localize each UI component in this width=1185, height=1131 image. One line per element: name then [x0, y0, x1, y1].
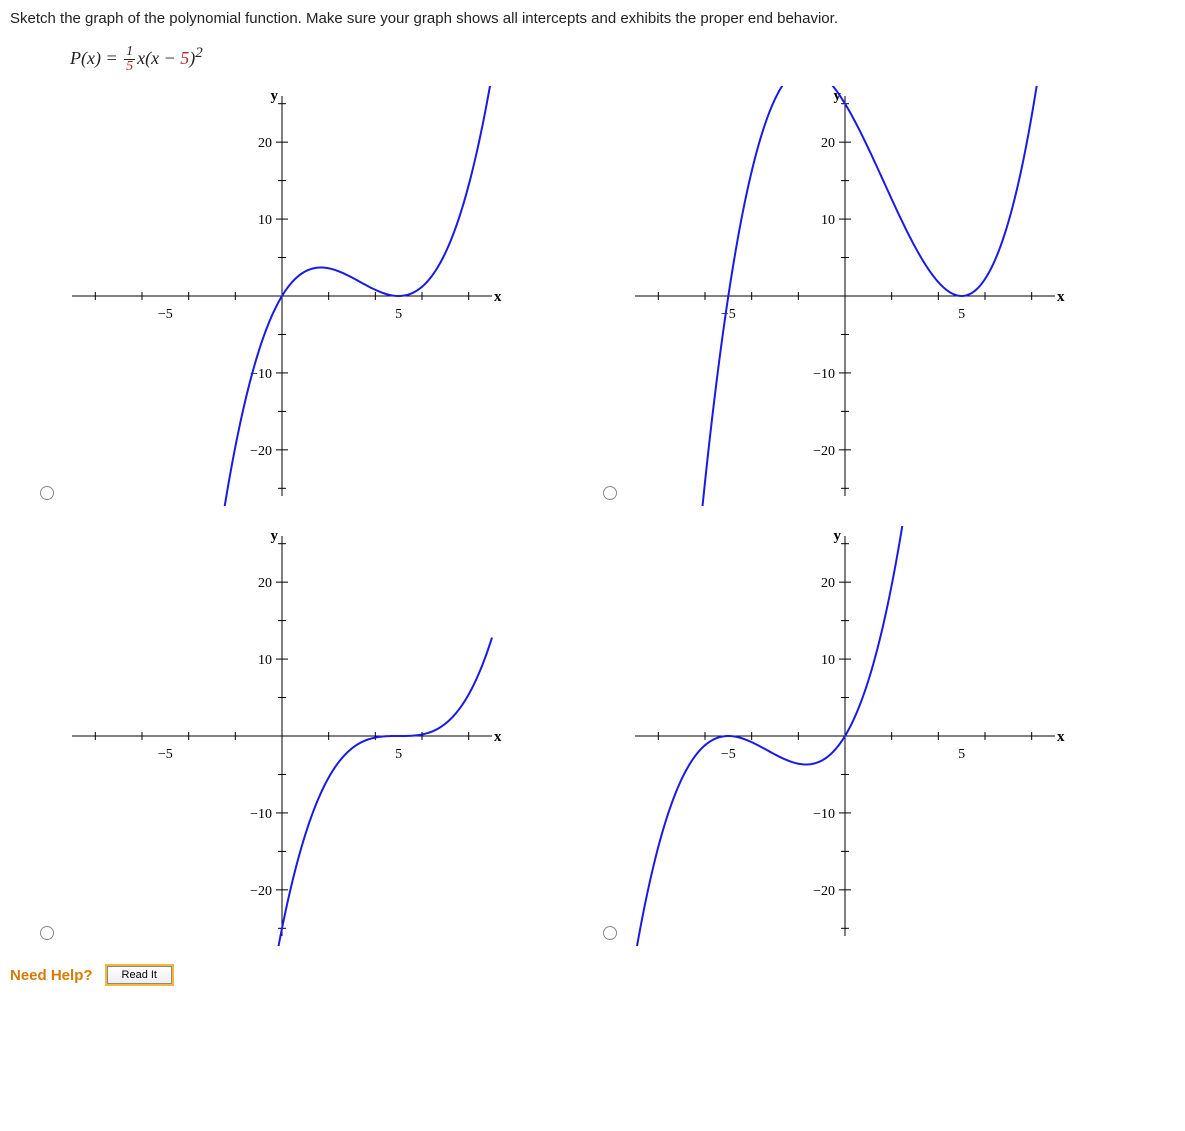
svg-text:x: x [1057, 729, 1065, 745]
svg-text:20: 20 [258, 577, 272, 592]
radio-option-2[interactable] [603, 486, 617, 500]
svg-text:y: y [271, 528, 279, 544]
read-it-button[interactable]: Read It [107, 966, 172, 984]
svg-text:5: 5 [958, 747, 965, 762]
eq-red-const: 5 [180, 48, 189, 68]
answer-options-grid: −5 5 −20 −10 10 20 x y −5 5 −20 −10 10 20 x y −5 5 −20 −1… [40, 86, 1145, 946]
need-help-label: Need Help? [10, 967, 93, 984]
svg-text:−10: −10 [813, 807, 835, 822]
svg-text:−20: −20 [813, 884, 835, 899]
svg-text:−20: −20 [813, 444, 835, 459]
option-3: −5 5 −20 −10 10 20 x y [40, 526, 583, 946]
svg-text:x: x [1057, 289, 1065, 305]
svg-text:−20: −20 [250, 884, 272, 899]
radio-option-1[interactable] [40, 486, 54, 500]
svg-text:5: 5 [958, 307, 965, 322]
svg-text:20: 20 [821, 137, 835, 152]
chart-4: −5 5 −20 −10 10 20 x y [625, 526, 1146, 946]
svg-text:20: 20 [821, 577, 835, 592]
eq-rhs1: x(x − [137, 48, 180, 68]
option-1: −55−20−101020xy [40, 86, 583, 506]
chart-1: −55−20−101020xy [62, 86, 583, 506]
svg-text:−5: −5 [158, 747, 173, 762]
need-help-row: Need Help? Read It [10, 966, 1175, 984]
svg-text:10: 10 [258, 653, 272, 668]
radio-option-4[interactable] [603, 926, 617, 940]
question-prompt: Sketch the graph of the polynomial funct… [10, 10, 1175, 27]
svg-text:x: x [494, 729, 502, 745]
svg-text:y: y [271, 88, 279, 104]
svg-text:y: y [833, 528, 841, 544]
svg-text:−5: −5 [720, 747, 735, 762]
option-2: −55−20−101020xy [603, 86, 1146, 506]
polynomial-equation: P(x) = 15x(x − 5)2 [70, 45, 1175, 74]
svg-text:−5: −5 [158, 307, 173, 322]
svg-text:10: 10 [821, 213, 835, 228]
svg-text:20: 20 [258, 137, 272, 152]
svg-text:−10: −10 [250, 807, 272, 822]
svg-text:−10: −10 [813, 367, 835, 382]
eq-superscript: 2 [195, 45, 203, 61]
svg-text:x: x [494, 289, 502, 305]
option-4: −5 5 −20 −10 10 20 x y [603, 526, 1146, 946]
eq-denominator: 5 [124, 60, 135, 74]
radio-option-3[interactable] [40, 926, 54, 940]
eq-numerator: 1 [124, 45, 135, 60]
svg-text:10: 10 [258, 213, 272, 228]
eq-lhs: P(x) = [70, 48, 122, 68]
svg-text:−20: −20 [250, 444, 272, 459]
chart-3: −5 5 −20 −10 10 20 x y [62, 526, 583, 946]
svg-text:5: 5 [395, 747, 402, 762]
svg-text:−5: −5 [720, 307, 735, 322]
eq-fraction: 15 [124, 45, 135, 74]
svg-text:10: 10 [821, 653, 835, 668]
chart-2: −55−20−101020xy [625, 86, 1146, 506]
svg-text:5: 5 [395, 307, 402, 322]
